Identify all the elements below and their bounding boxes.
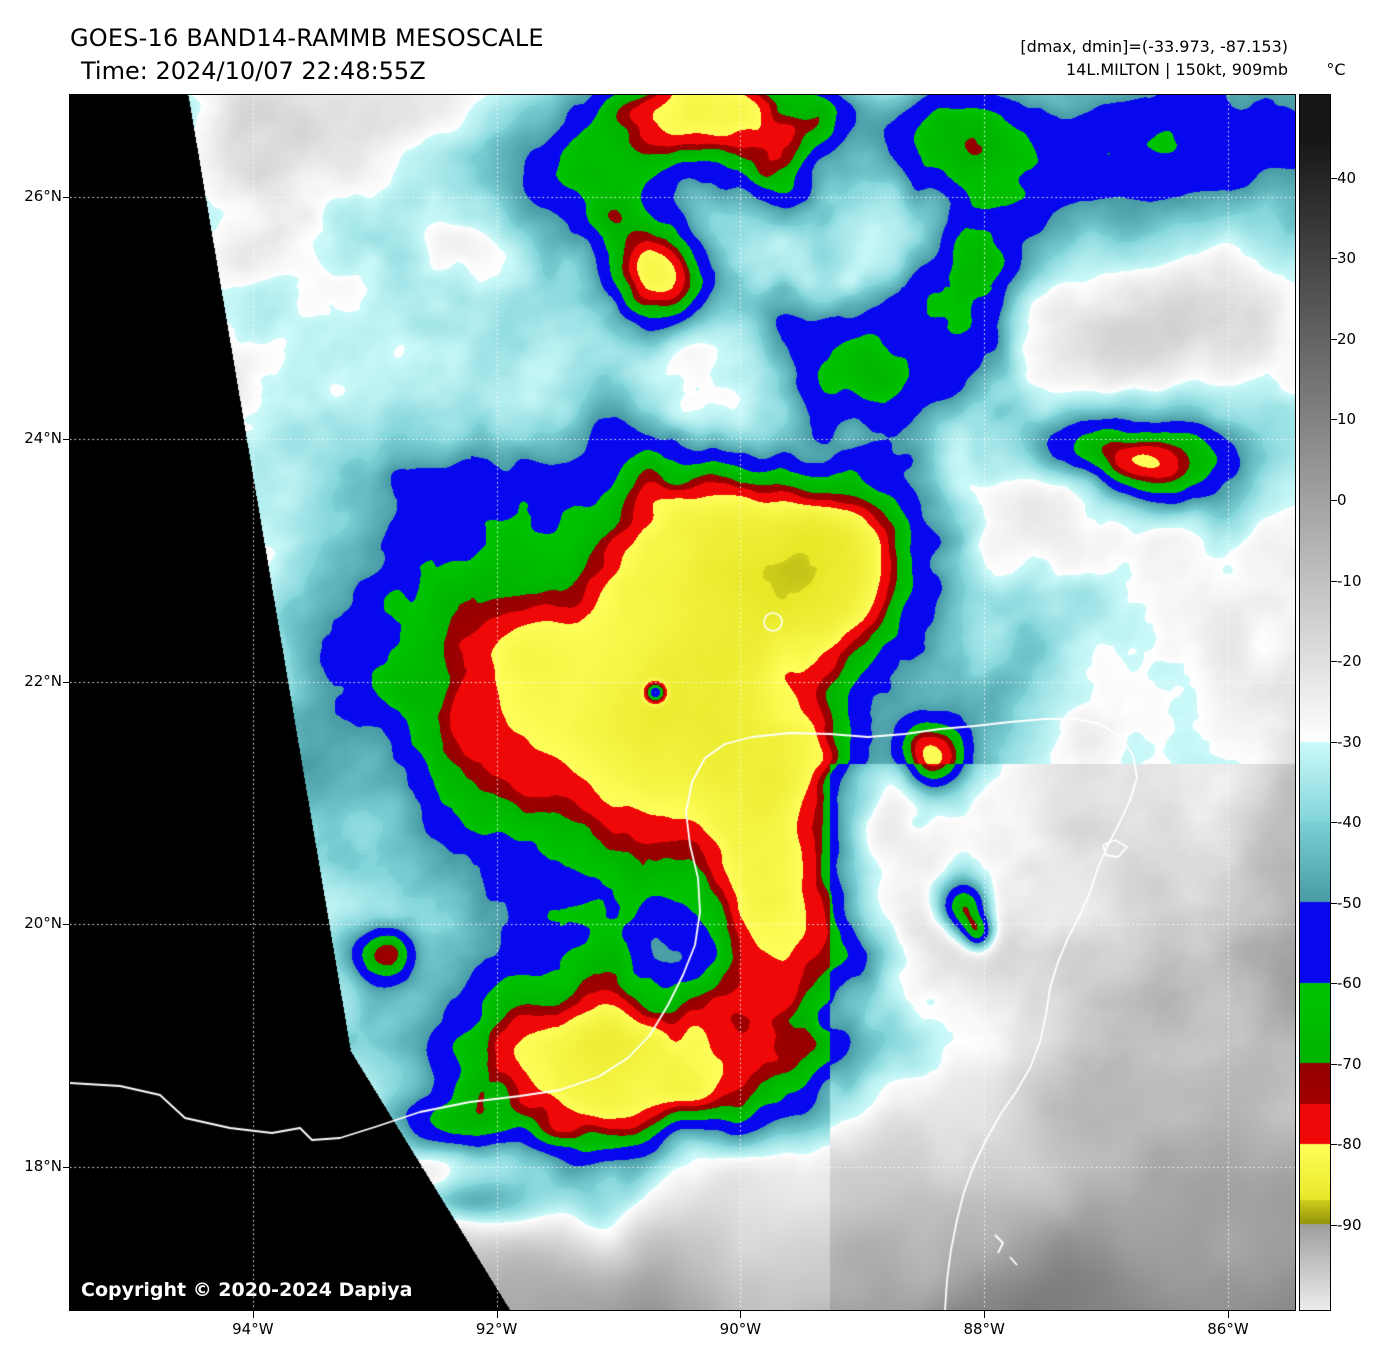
colorbar-tick-mark xyxy=(1330,1063,1337,1065)
colorbar xyxy=(1299,94,1331,1311)
colorbar-tick-label: 20 xyxy=(1337,329,1357,348)
colorbar-tick-label: -10 xyxy=(1337,571,1362,590)
colorbar-tick-mark xyxy=(1330,1224,1337,1226)
lon-tick-label: 94°W xyxy=(232,1320,274,1338)
colorbar-tick-mark xyxy=(1330,661,1337,663)
colorbar-tick-label: -40 xyxy=(1337,813,1362,832)
lat-tick-label: 24°N xyxy=(24,429,62,448)
lat-tick-label: 22°N xyxy=(24,671,62,690)
colorbar-tick-mark xyxy=(1330,419,1337,421)
colorbar-tick-label: -70 xyxy=(1337,1054,1362,1073)
lon-tick-mark xyxy=(252,1311,254,1318)
colorbar-tick-mark xyxy=(1330,177,1337,179)
lon-tick-mark xyxy=(496,1311,498,1318)
colorbar-tick-label: -80 xyxy=(1337,1135,1362,1154)
colorbar-tick-label: 40 xyxy=(1337,168,1357,187)
map-overlay-canvas xyxy=(70,95,1295,1310)
colorbar-tick-mark xyxy=(1330,902,1337,904)
lat-tick-label: 26°N xyxy=(24,186,62,205)
lon-tick-label: 92°W xyxy=(475,1320,518,1338)
page-title: GOES-16 BAND14-RAMMB MESOSCALE xyxy=(70,24,544,52)
colorbar-canvas xyxy=(1300,95,1330,1310)
dmax-dmin-label: [dmax, dmin]=(-33.973, -87.153) xyxy=(1020,37,1288,56)
lon-tick-mark xyxy=(740,1311,742,1318)
colorbar-tick-label: 0 xyxy=(1337,491,1347,509)
storm-info-label: 14L.MILTON | 150kt, 909mb xyxy=(1065,60,1288,79)
lon-tick-label: 88°W xyxy=(963,1320,1005,1338)
colorbar-tick-mark xyxy=(1330,1144,1337,1146)
colorbar-tick-mark xyxy=(1330,500,1337,501)
copyright-label: Copyright © 2020-2024 Dapiya xyxy=(81,1279,413,1301)
colorbar-tick-label: 30 xyxy=(1337,249,1357,268)
timestamp-label: Time: 2024/10/07 22:48:55Z xyxy=(81,57,426,85)
colorbar-tick-label: -90 xyxy=(1337,1215,1362,1234)
lon-tick-mark xyxy=(1227,1311,1229,1318)
lon-tick-label: 90°W xyxy=(719,1320,762,1338)
lat-tick-mark xyxy=(63,196,70,198)
lat-tick-mark xyxy=(63,924,70,926)
colorbar-tick-mark xyxy=(1330,983,1337,985)
lat-tick-mark xyxy=(63,681,70,683)
lat-tick-mark xyxy=(63,439,70,441)
colorbar-tick-label: -30 xyxy=(1337,732,1362,751)
colorbar-tick-mark xyxy=(1330,580,1337,582)
colorbar-tick-mark xyxy=(1330,338,1337,340)
lon-tick-label: 86°W xyxy=(1207,1320,1249,1338)
satellite-map: Copyright © 2020-2024 Dapiya xyxy=(69,94,1296,1311)
colorbar-tick-mark xyxy=(1330,258,1337,260)
lon-tick-mark xyxy=(984,1311,986,1318)
colorbar-tick-label: -50 xyxy=(1337,893,1362,912)
colorbar-tick-mark xyxy=(1330,741,1337,743)
lat-tick-label: 20°N xyxy=(24,914,62,933)
colorbar-tick-label: -20 xyxy=(1337,652,1362,671)
colorbar-unit-label: °C xyxy=(1326,60,1346,79)
colorbar-tick-label: 10 xyxy=(1337,410,1357,429)
colorbar-tick-mark xyxy=(1330,822,1337,824)
lat-tick-mark xyxy=(63,1166,70,1168)
lat-tick-label: 18°N xyxy=(24,1156,62,1175)
colorbar-tick-label: -60 xyxy=(1337,974,1362,993)
